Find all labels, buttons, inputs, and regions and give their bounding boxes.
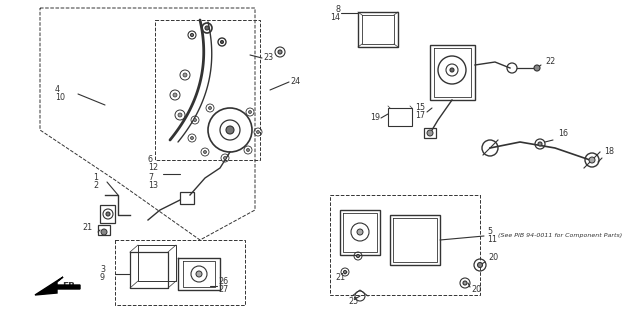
Bar	[390, 215, 440, 265]
Text: 17: 17	[415, 112, 425, 121]
Circle shape	[205, 26, 209, 30]
Circle shape	[101, 229, 107, 235]
Text: 25: 25	[348, 298, 358, 307]
Bar	[100, 205, 115, 223]
Bar	[330, 195, 480, 295]
Text: 7: 7	[148, 174, 153, 182]
Bar	[340, 210, 380, 255]
Circle shape	[183, 73, 187, 77]
Circle shape	[450, 68, 454, 72]
Circle shape	[477, 263, 483, 268]
Circle shape	[257, 130, 259, 133]
Bar	[424, 128, 436, 138]
Bar	[358, 12, 398, 47]
Text: (See PIB 94-0011 for Component Parts): (See PIB 94-0011 for Component Parts)	[498, 234, 622, 239]
Bar	[115, 240, 245, 305]
Text: 21: 21	[82, 224, 92, 233]
Circle shape	[463, 281, 467, 285]
Text: 22: 22	[545, 57, 556, 66]
Circle shape	[191, 33, 193, 36]
Text: 12: 12	[148, 164, 158, 173]
Circle shape	[589, 157, 595, 163]
Text: 16: 16	[558, 129, 568, 137]
Text: 24: 24	[290, 78, 300, 86]
Text: 19: 19	[370, 114, 380, 122]
Polygon shape	[35, 277, 80, 295]
Text: 26: 26	[218, 278, 228, 286]
Text: 10: 10	[55, 93, 65, 102]
Circle shape	[357, 229, 363, 235]
Circle shape	[209, 107, 211, 109]
Circle shape	[223, 157, 227, 160]
Text: 13: 13	[148, 182, 158, 190]
Circle shape	[221, 41, 223, 43]
Text: 3: 3	[100, 265, 105, 275]
Text: 11: 11	[487, 235, 497, 244]
Circle shape	[356, 255, 360, 257]
Text: 20: 20	[471, 286, 481, 294]
Text: 8: 8	[335, 5, 340, 14]
Text: 4: 4	[55, 85, 60, 94]
Bar	[155, 20, 260, 160]
Circle shape	[344, 271, 346, 273]
Text: 18: 18	[604, 147, 614, 157]
Text: 5: 5	[487, 227, 492, 236]
Text: 23: 23	[263, 54, 273, 63]
Circle shape	[178, 113, 182, 117]
Circle shape	[106, 212, 110, 216]
Circle shape	[173, 93, 177, 97]
Circle shape	[427, 130, 433, 136]
Bar	[98, 225, 110, 235]
Circle shape	[538, 142, 542, 146]
Bar	[430, 45, 475, 100]
Text: 21: 21	[335, 273, 345, 283]
Circle shape	[278, 50, 282, 54]
Text: 27: 27	[218, 286, 228, 294]
Circle shape	[193, 118, 196, 122]
Text: 1: 1	[93, 174, 98, 182]
Circle shape	[226, 126, 234, 134]
Bar	[388, 108, 412, 126]
Circle shape	[246, 149, 250, 152]
Bar	[180, 192, 194, 204]
Text: 2: 2	[93, 182, 98, 190]
Circle shape	[204, 151, 207, 153]
Text: 15: 15	[415, 103, 425, 113]
Circle shape	[196, 271, 202, 277]
Text: 6: 6	[148, 155, 153, 165]
Text: 20: 20	[488, 254, 498, 263]
Circle shape	[248, 110, 252, 114]
Text: FR.: FR.	[62, 282, 79, 291]
Circle shape	[191, 137, 193, 139]
Text: 9: 9	[100, 273, 105, 283]
Text: 14: 14	[330, 12, 340, 21]
Circle shape	[534, 65, 540, 71]
